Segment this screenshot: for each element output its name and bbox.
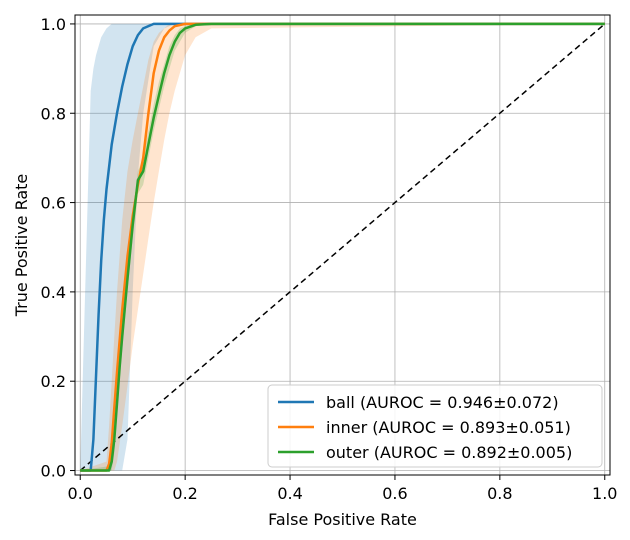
y-axis-label: True Positive Rate [12, 174, 31, 318]
y-tick-label: 0.4 [41, 283, 66, 302]
y-tick-label: 0.6 [41, 194, 66, 213]
chance-diagonal [79, 23, 606, 472]
x-axis-label: False Positive Rate [268, 510, 417, 529]
confidence-bands [80, 23, 605, 471]
x-tick-label: 1.0 [592, 484, 617, 503]
legend-label-2: outer (AUROC = 0.892±0.005) [326, 443, 572, 462]
plot-frame [74, 14, 611, 476]
y-tick-label: 0.2 [41, 372, 66, 391]
legend-label-0: ball (AUROC = 0.946±0.072) [326, 393, 559, 412]
legend-box [267, 384, 603, 468]
x-tick-label: 0.8 [487, 484, 512, 503]
legend-label-1: inner (AUROC = 0.893±0.051) [326, 418, 571, 437]
axis-ticks: 0.0 0.2 0.4 0.6 0.8 1.0 0.0 0.2 0.4 0.6 0.8 1.0 [41, 15, 618, 503]
x-tick-label: 0.4 [277, 484, 302, 503]
y-tick-label: 0.8 [41, 104, 66, 123]
x-tick-label: 0.6 [382, 484, 407, 503]
y-tick-label: 1.0 [41, 15, 66, 34]
roc-curve-0 [80, 22, 605, 472]
roc-curve-2 [80, 22, 605, 472]
x-tick-label: 0.0 [68, 484, 93, 503]
legend: ball (AUROC = 0.946±0.072) inner (AUROC =… [267, 384, 603, 468]
roc-curve-1 [80, 22, 605, 472]
x-tick-label: 0.2 [172, 484, 197, 503]
confidence-band-0 [80, 23, 605, 471]
y-tick-label: 0.0 [41, 462, 66, 481]
roc-curves [79, 22, 606, 472]
